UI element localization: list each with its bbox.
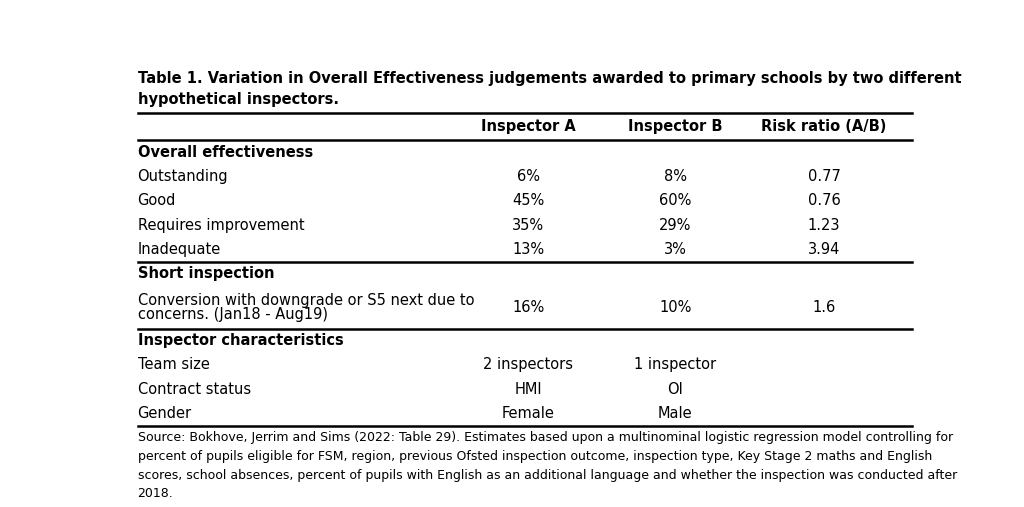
- Text: Outstanding: Outstanding: [137, 169, 228, 184]
- Text: Gender: Gender: [137, 406, 191, 421]
- Text: 3.94: 3.94: [808, 242, 840, 258]
- Text: Inadequate: Inadequate: [137, 242, 221, 258]
- Text: Risk ratio (A/B): Risk ratio (A/B): [761, 119, 887, 134]
- Text: percent of pupils eligible for FSM, region, previous Ofsted inspection outcome, : percent of pupils eligible for FSM, regi…: [137, 450, 932, 463]
- Text: Good: Good: [137, 193, 176, 208]
- Text: 2018.: 2018.: [137, 487, 173, 500]
- Text: scores, school absences, percent of pupils with English as an additional languag: scores, school absences, percent of pupi…: [137, 468, 956, 482]
- Text: 6%: 6%: [517, 169, 540, 184]
- Text: Conversion with downgrade or S5 next due to: Conversion with downgrade or S5 next due…: [137, 293, 474, 308]
- Text: 1.6: 1.6: [812, 300, 836, 315]
- Text: 60%: 60%: [659, 193, 691, 208]
- Text: Requires improvement: Requires improvement: [137, 218, 304, 233]
- Text: 1 inspector: 1 inspector: [634, 357, 716, 372]
- Text: Inspector B: Inspector B: [628, 119, 723, 134]
- Text: Short inspection: Short inspection: [137, 267, 274, 281]
- Text: 1.23: 1.23: [808, 218, 841, 233]
- Text: 0.76: 0.76: [808, 193, 841, 208]
- Text: hypothetical inspectors.: hypothetical inspectors.: [137, 92, 339, 106]
- Text: 10%: 10%: [659, 300, 691, 315]
- Text: Contract status: Contract status: [137, 382, 251, 396]
- Text: 3%: 3%: [664, 242, 687, 258]
- Text: Male: Male: [657, 406, 692, 421]
- Text: concerns. (Jan18 - Aug19): concerns. (Jan18 - Aug19): [137, 307, 328, 322]
- Text: HMI: HMI: [514, 382, 542, 396]
- Text: Inspector characteristics: Inspector characteristics: [137, 333, 343, 348]
- Text: 35%: 35%: [512, 218, 545, 233]
- Text: Team size: Team size: [137, 357, 209, 372]
- Text: 0.77: 0.77: [808, 169, 841, 184]
- Text: Table 1. Variation in Overall Effectiveness judgements awarded to primary school: Table 1. Variation in Overall Effectiven…: [137, 70, 962, 86]
- Text: Source: Bokhove, Jerrim and Sims (2022: Table 29). Estimates based upon a multin: Source: Bokhove, Jerrim and Sims (2022: …: [137, 431, 952, 444]
- Text: 2 inspectors: 2 inspectors: [483, 357, 573, 372]
- Text: Inspector A: Inspector A: [481, 119, 575, 134]
- Text: Overall effectiveness: Overall effectiveness: [137, 144, 312, 160]
- Text: 16%: 16%: [512, 300, 545, 315]
- Text: OI: OI: [668, 382, 683, 396]
- Text: 29%: 29%: [659, 218, 691, 233]
- Text: 8%: 8%: [664, 169, 687, 184]
- Text: 45%: 45%: [512, 193, 545, 208]
- Text: 13%: 13%: [512, 242, 545, 258]
- Text: Female: Female: [502, 406, 555, 421]
